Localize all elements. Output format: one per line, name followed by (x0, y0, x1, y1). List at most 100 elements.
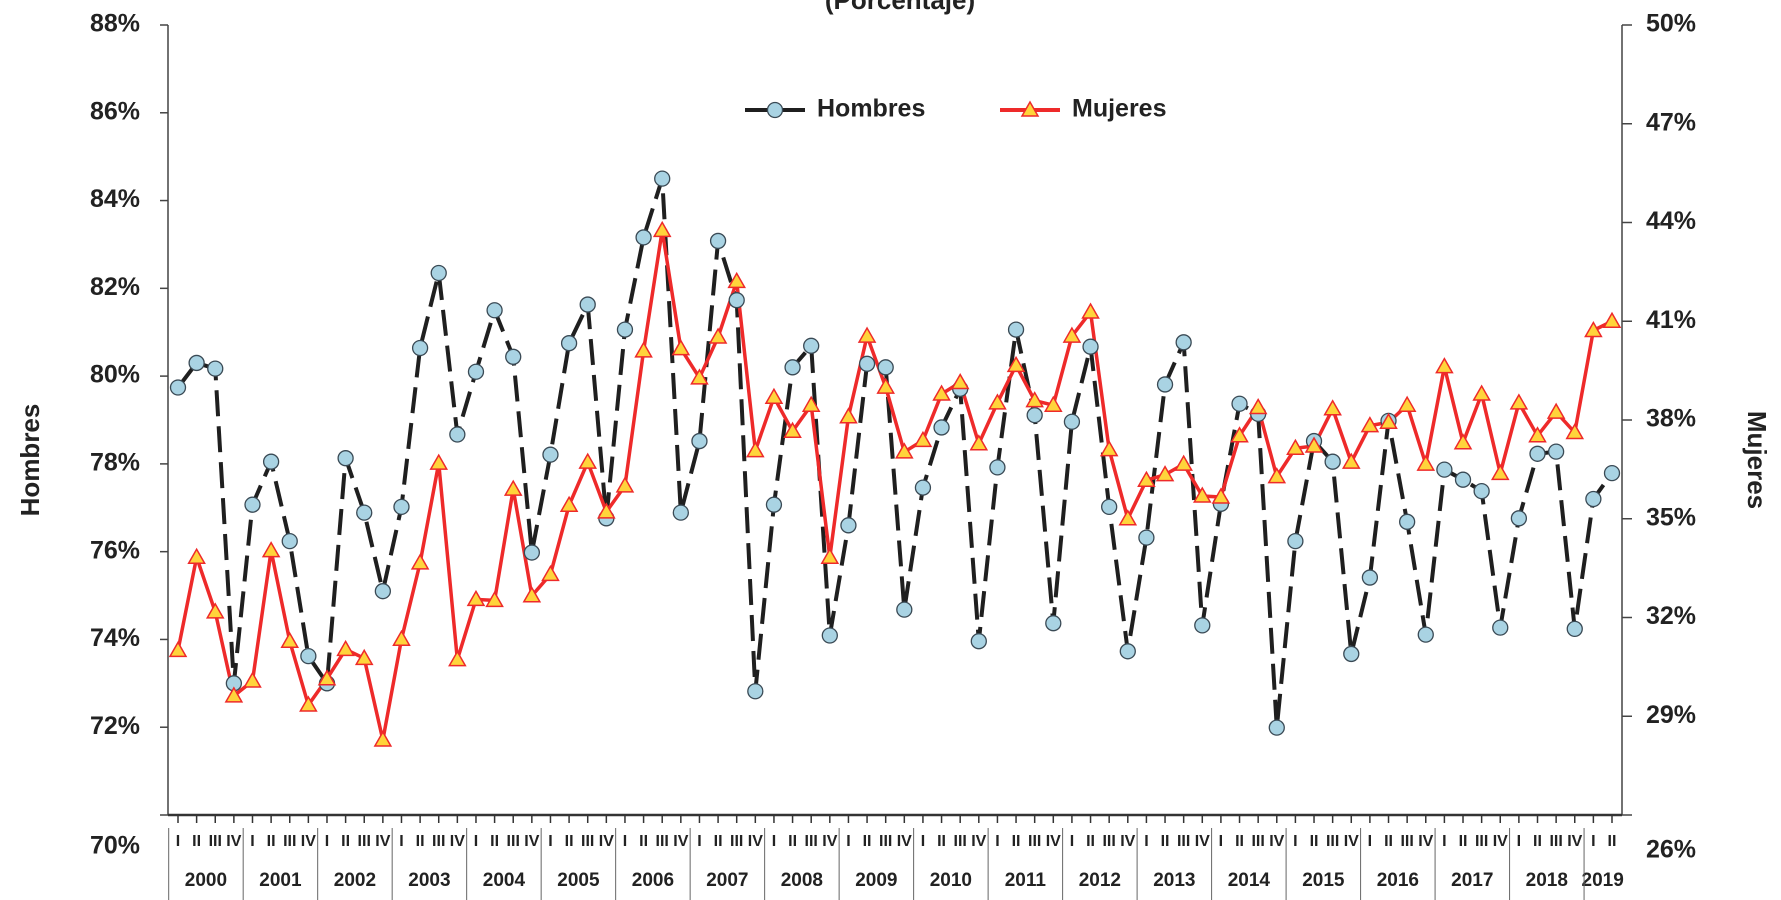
x-tick-label: I (921, 833, 925, 850)
x-tick-label: II (1086, 833, 1095, 850)
point (746, 441, 765, 458)
point (244, 496, 261, 513)
point (168, 640, 188, 658)
point (1007, 321, 1025, 338)
point (1025, 391, 1044, 408)
point (317, 669, 337, 686)
point (578, 452, 598, 469)
x-tick-label: IV (748, 833, 763, 850)
point (1155, 465, 1175, 482)
x-tick-label: IV (450, 833, 465, 850)
point (1062, 326, 1082, 343)
point (1304, 436, 1324, 453)
point (840, 517, 857, 534)
x-tick-label: IV (1046, 833, 1061, 850)
x-tick-label: II (1161, 833, 1170, 850)
point (1287, 532, 1304, 550)
series-line (176, 178, 1614, 728)
y-tick-label: 76% (90, 536, 140, 564)
x-tick-label: I (1070, 833, 1074, 850)
point (1360, 416, 1380, 433)
point (449, 426, 466, 443)
point (560, 335, 578, 352)
year-label: 2016 (1377, 870, 1419, 891)
point (895, 442, 914, 459)
x-tick-label: II (1608, 833, 1617, 850)
point (1323, 399, 1342, 416)
point (1324, 453, 1341, 470)
point (1453, 433, 1473, 450)
point (1267, 467, 1287, 484)
point (803, 337, 820, 354)
point (205, 602, 225, 619)
x-tick-label: I (1591, 833, 1595, 850)
point (616, 321, 634, 338)
x-tick-label: IV (1493, 833, 1508, 850)
point (1137, 470, 1156, 487)
x-tick-label: III (1251, 833, 1264, 850)
point (876, 377, 895, 394)
x-tick-label: III (209, 833, 222, 850)
y2-tick-label: 44% (1646, 207, 1696, 235)
y-axis-title: Hombres (15, 404, 45, 517)
x-tick-label: I (1442, 833, 1446, 850)
point (187, 547, 206, 565)
point (914, 479, 932, 496)
point (858, 355, 876, 372)
x-tick-label: I (772, 833, 776, 850)
x-tick-label: IV (1120, 833, 1135, 850)
point (429, 453, 449, 470)
point (969, 434, 989, 451)
year-label: 2011 (1005, 870, 1047, 891)
point (1118, 509, 1138, 526)
point (1566, 620, 1583, 638)
x-tick-label: II (863, 833, 872, 850)
point (1230, 426, 1249, 443)
point (579, 296, 596, 313)
point (634, 341, 653, 358)
point (1602, 311, 1622, 328)
x-tick-label: II (1459, 833, 1468, 850)
point (1472, 384, 1491, 401)
point (691, 432, 708, 450)
point (1020, 100, 1040, 117)
point (503, 479, 523, 496)
point (933, 419, 950, 436)
point (708, 327, 728, 344)
point (261, 541, 281, 558)
point (1026, 407, 1043, 424)
point (1063, 413, 1081, 430)
point (1397, 395, 1417, 412)
x-tick-label: I (697, 833, 701, 850)
x-tick-label: III (1028, 833, 1041, 850)
y2-tick-label: 47% (1646, 108, 1696, 136)
point (448, 650, 467, 667)
x-tick-label: IV (1195, 833, 1210, 850)
point (654, 170, 671, 187)
x-tick-label: II (1533, 833, 1542, 850)
point (542, 446, 559, 463)
point (1529, 445, 1546, 462)
x-tick-label: IV (599, 833, 614, 850)
x-tick-label: I (399, 833, 403, 850)
point (950, 372, 970, 390)
x-tick-label: III (656, 833, 669, 850)
x-tick-label: III (1400, 833, 1413, 850)
point (373, 730, 393, 747)
point (1194, 617, 1211, 634)
x-tick-label: I (623, 833, 627, 850)
y2-tick-label: 29% (1646, 701, 1696, 729)
point (523, 544, 540, 561)
year-label: 2000 (185, 870, 227, 891)
x-tick-label: I (1219, 833, 1223, 850)
x-tick-label: III (954, 833, 967, 850)
point (1082, 338, 1099, 355)
x-tick-label: I (176, 833, 180, 850)
point (169, 379, 187, 396)
x-tick-label: III (1102, 833, 1115, 850)
point (857, 326, 877, 343)
point (486, 302, 503, 319)
y-tick-label: 88% (90, 10, 140, 38)
x-tick-label: I (1517, 833, 1521, 850)
point (392, 629, 411, 646)
